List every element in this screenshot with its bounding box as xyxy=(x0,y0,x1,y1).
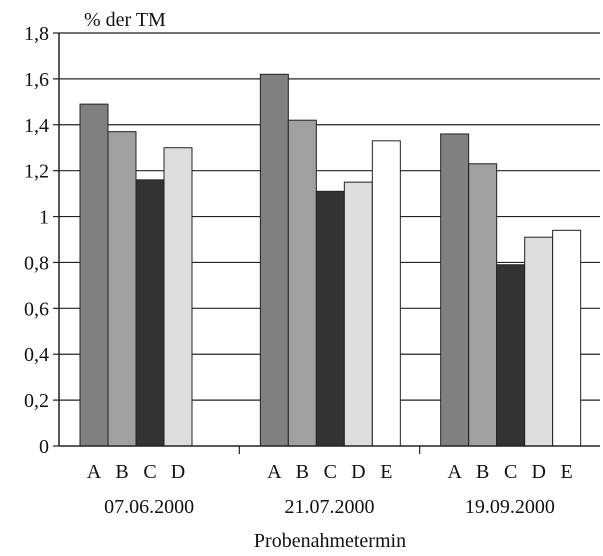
bar-category-label: D xyxy=(171,461,185,483)
bar xyxy=(440,133,470,447)
bar-category-label: B xyxy=(115,461,128,483)
y-tick-label: 0,6 xyxy=(24,298,49,320)
y-tick-label: 1,6 xyxy=(24,69,49,91)
group-date-label: 21.07.2000 xyxy=(285,496,375,518)
bar xyxy=(468,163,498,447)
bar-category-label: A xyxy=(87,461,102,483)
bar xyxy=(315,190,345,447)
bar xyxy=(135,179,165,447)
y-tick-label: 1,8 xyxy=(24,23,49,45)
bar xyxy=(287,119,317,447)
y-unit-label: % der TM xyxy=(84,9,166,31)
bar xyxy=(79,103,109,447)
bar xyxy=(371,140,401,447)
bar-category-label: C xyxy=(504,461,517,483)
bar-category-label: D xyxy=(351,461,365,483)
bar-category-label: A xyxy=(267,461,282,483)
bar-category-label: E xyxy=(561,461,573,483)
y-tick-label: 0,2 xyxy=(24,390,49,412)
bar xyxy=(496,264,526,447)
bar-category-label: D xyxy=(531,461,545,483)
y-tick-label: 1,4 xyxy=(24,115,49,137)
bar-category-label: B xyxy=(296,461,309,483)
bar xyxy=(163,147,193,447)
bars xyxy=(79,73,582,447)
y-tick-label: 0,8 xyxy=(24,252,49,274)
bar xyxy=(107,131,137,447)
bar-category-label: C xyxy=(324,461,337,483)
y-tick-label: 0 xyxy=(39,436,49,458)
y-tick-label: 0,4 xyxy=(24,344,49,366)
bar-category-label: C xyxy=(143,461,156,483)
bar-category-label: B xyxy=(476,461,489,483)
bar xyxy=(343,181,373,447)
y-tick-label: 1,2 xyxy=(24,161,49,183)
y-tick-labels: 0 0,2 0,4 0,6 0,8 1 1,2 1,4 1,6 1,8 xyxy=(24,23,49,458)
bar-category-label: E xyxy=(380,461,392,483)
bar xyxy=(524,236,554,447)
group-date-label: 07.06.2000 xyxy=(104,496,194,518)
x-axis-title: Probenahmetermin xyxy=(254,530,406,552)
y-tick-label: 1 xyxy=(39,207,49,229)
bar xyxy=(259,73,289,447)
axes xyxy=(53,32,600,454)
bar-category-label: A xyxy=(447,461,462,483)
group-date-label: 19.09.2000 xyxy=(465,496,555,518)
bar xyxy=(552,229,582,447)
